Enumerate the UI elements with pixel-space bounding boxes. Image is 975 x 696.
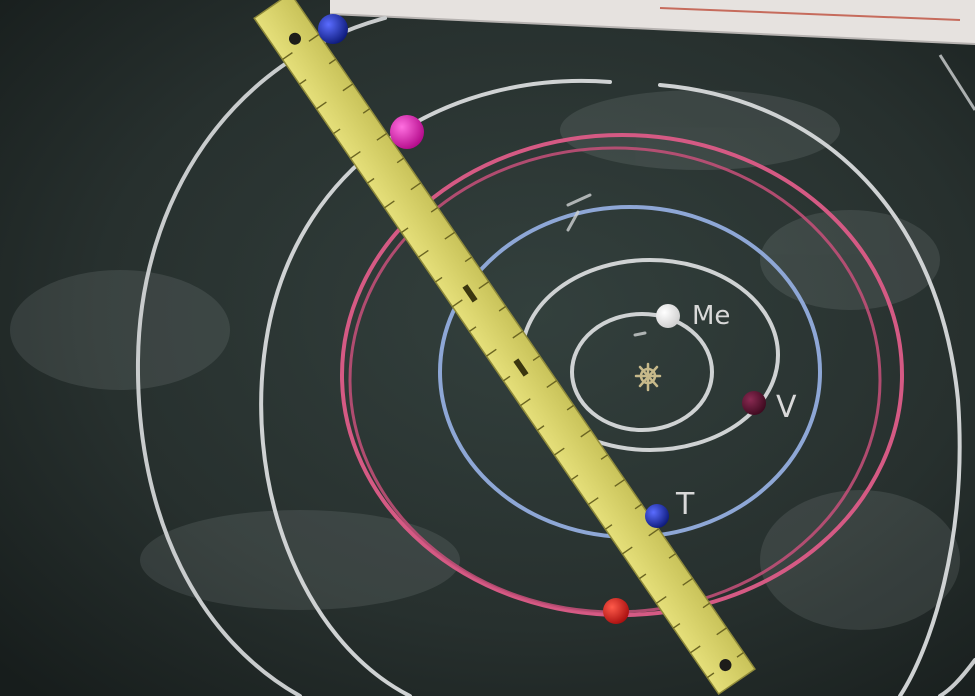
label-mercury: Me <box>692 301 730 331</box>
magnet-blue-top <box>318 14 348 44</box>
chalk-orbit-outer <box>259 79 612 696</box>
sun-sketch <box>634 362 662 392</box>
magnet-mercury-white <box>656 304 680 328</box>
magnet-magenta <box>390 115 424 149</box>
label-venus: V <box>776 390 797 425</box>
paper-strip <box>329 0 975 45</box>
chalk-orbit-outer-right <box>658 83 962 696</box>
chalk-orbit-mercury <box>570 312 714 432</box>
magnet-venus-maroon <box>742 391 766 415</box>
chalk-stroke-edge <box>938 54 975 111</box>
label-earth: T <box>675 487 695 522</box>
chalk-smudges <box>10 90 960 630</box>
chalk-orbit-outermost-right <box>938 658 975 696</box>
wooden-ruler <box>253 0 756 696</box>
chalk-marks <box>566 193 647 337</box>
magnet-earth-blue <box>645 504 669 528</box>
chalk-orbit-outermost <box>135 16 387 696</box>
magnet-mars-red <box>603 598 629 624</box>
